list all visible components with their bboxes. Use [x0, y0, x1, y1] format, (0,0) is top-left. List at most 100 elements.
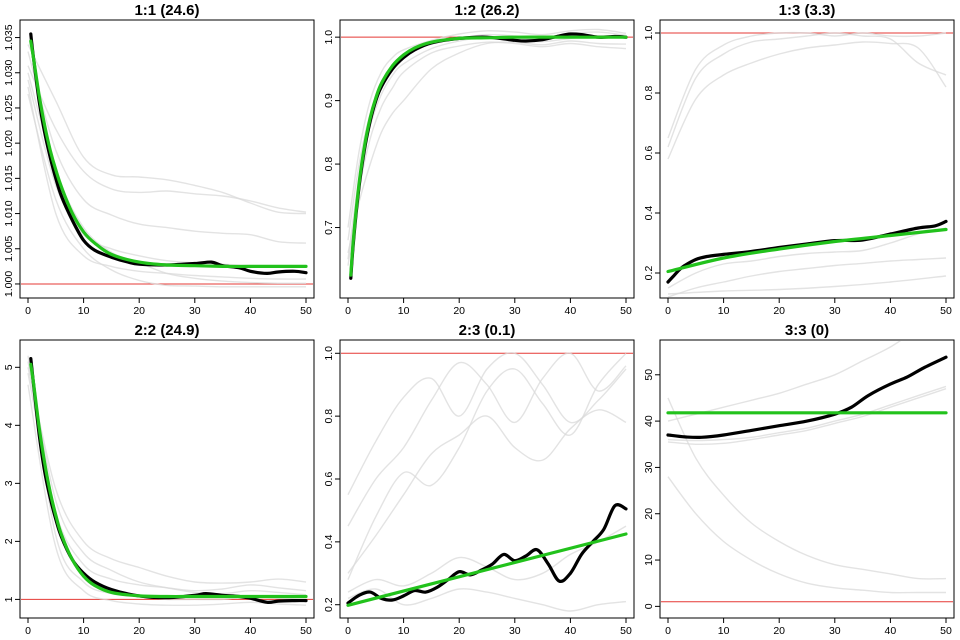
replicate-line — [27, 355, 307, 601]
x-tick-label: 30 — [829, 305, 841, 317]
replicate-line — [347, 28, 627, 228]
x-tick-label: 30 — [509, 625, 521, 637]
replicate-line — [667, 32, 947, 148]
x-tick-label: 40 — [245, 625, 257, 637]
x-tick-label: 50 — [940, 305, 952, 317]
x-tick-label: 10 — [398, 305, 410, 317]
y-tick-label: 30 — [643, 461, 655, 473]
replicate-line — [667, 397, 947, 580]
x-tick-label: 20 — [453, 305, 465, 317]
plot-frame — [339, 19, 635, 299]
replicate-line — [347, 525, 627, 593]
replicate-line — [667, 31, 947, 139]
x-tick-label: 30 — [189, 625, 201, 637]
plot-area — [21, 32, 313, 288]
fit-line — [666, 227, 948, 274]
plot-area — [661, 341, 953, 603]
replicate-line — [27, 361, 307, 596]
replicate-line — [27, 79, 307, 268]
replicate-line — [27, 44, 307, 215]
y-tick-label: 1 — [3, 596, 15, 602]
fit-line — [29, 362, 308, 599]
x-tick-label: 40 — [565, 305, 577, 317]
y-tick-label: 5 — [3, 364, 15, 370]
x-tick-label: 50 — [620, 305, 632, 317]
plot-frame — [19, 339, 315, 619]
panel-title: 2:2 (24.9) — [134, 322, 199, 339]
y-tick-label: 2 — [3, 538, 15, 544]
x-tick-label: 0 — [345, 625, 351, 637]
x-tick-label: 40 — [885, 625, 897, 637]
x-tick-label: 40 — [565, 625, 577, 637]
replicate-line — [667, 257, 947, 297]
replicate-line — [347, 352, 627, 527]
observed-line — [666, 219, 948, 284]
fit-line — [346, 532, 628, 607]
x-tick-label: 20 — [773, 625, 785, 637]
panel-title: 3:3 (0) — [785, 322, 829, 339]
replicate-line — [347, 352, 627, 580]
replicate-line — [27, 72, 307, 285]
plot-area — [661, 31, 953, 297]
y-tick-label: 0.8 — [323, 409, 335, 424]
replicate-line — [667, 41, 947, 160]
x-tick-label: 20 — [453, 625, 465, 637]
y-tick-label: 1.0 — [643, 26, 655, 41]
y-tick-label: 0.2 — [643, 266, 655, 281]
replicate-line — [27, 51, 307, 244]
y-tick-label: 1.025 — [3, 95, 15, 121]
replicate-line — [667, 275, 947, 295]
x-tick-label: 40 — [885, 305, 897, 317]
x-tick-label: 30 — [829, 625, 841, 637]
replicate-line — [347, 409, 627, 574]
replicate-line — [347, 31, 627, 241]
y-tick-label: 0.8 — [323, 157, 335, 172]
plot-frame — [659, 339, 955, 619]
x-tick-label: 0 — [665, 305, 671, 317]
y-tick-label: 50 — [643, 369, 655, 381]
y-tick-label: 1.0 — [323, 346, 335, 361]
y-tick-label: 1.015 — [3, 165, 15, 191]
x-tick-label: 30 — [509, 305, 521, 317]
panel-3-3-0: 3:3 (0) 0 10 20 30 40 50 0 10 20 30 40 50 — [643, 322, 955, 637]
x-tick-label: 50 — [620, 625, 632, 637]
replicate-line — [667, 476, 946, 594]
replicate-line — [347, 40, 627, 254]
panel-title: 2:3 (0.1) — [459, 322, 516, 339]
x-tick-label: 10 — [718, 625, 730, 637]
observed-line — [29, 357, 308, 605]
replicate-line — [347, 41, 627, 266]
observed-line — [29, 32, 308, 276]
y-tick-label: 0.7 — [323, 220, 335, 235]
x-tick-label: 20 — [773, 305, 785, 317]
x-tick-label: 0 — [665, 625, 671, 637]
fit-line — [349, 35, 628, 277]
x-tick-label: 30 — [189, 305, 201, 317]
y-tick-label: 4 — [3, 422, 15, 428]
x-tick-label: 10 — [718, 305, 730, 317]
x-tick-label: 0 — [25, 305, 31, 317]
y-tick-label: 0.9 — [323, 93, 335, 108]
y-tick-label: 1.005 — [3, 235, 15, 261]
panel-2-3-0-1: 2:3 (0.1) 0 10 20 30 40 50 0.2 0.4 0.6 0.8 1.0 — [323, 322, 635, 637]
y-tick-label: 1.030 — [3, 59, 15, 85]
replicate-line — [667, 341, 902, 422]
y-tick-label: 10 — [643, 554, 655, 566]
fit-line — [29, 39, 308, 269]
replicate-line — [27, 93, 306, 288]
y-tick-label: 0.6 — [323, 472, 335, 487]
x-tick-label: 50 — [300, 625, 312, 637]
plot-frame — [19, 19, 315, 299]
y-tick-label: 3 — [3, 480, 15, 486]
replicate-line — [667, 227, 947, 289]
observed-line — [349, 32, 628, 280]
y-tick-label: 40 — [643, 415, 655, 427]
y-tick-label: 1.020 — [3, 130, 15, 156]
x-tick-label: 20 — [133, 625, 145, 637]
x-tick-label: 50 — [300, 305, 312, 317]
plot-area — [341, 352, 633, 612]
plot-area — [21, 355, 313, 607]
replicate-line — [347, 352, 627, 496]
y-tick-label: 1.035 — [3, 24, 15, 50]
